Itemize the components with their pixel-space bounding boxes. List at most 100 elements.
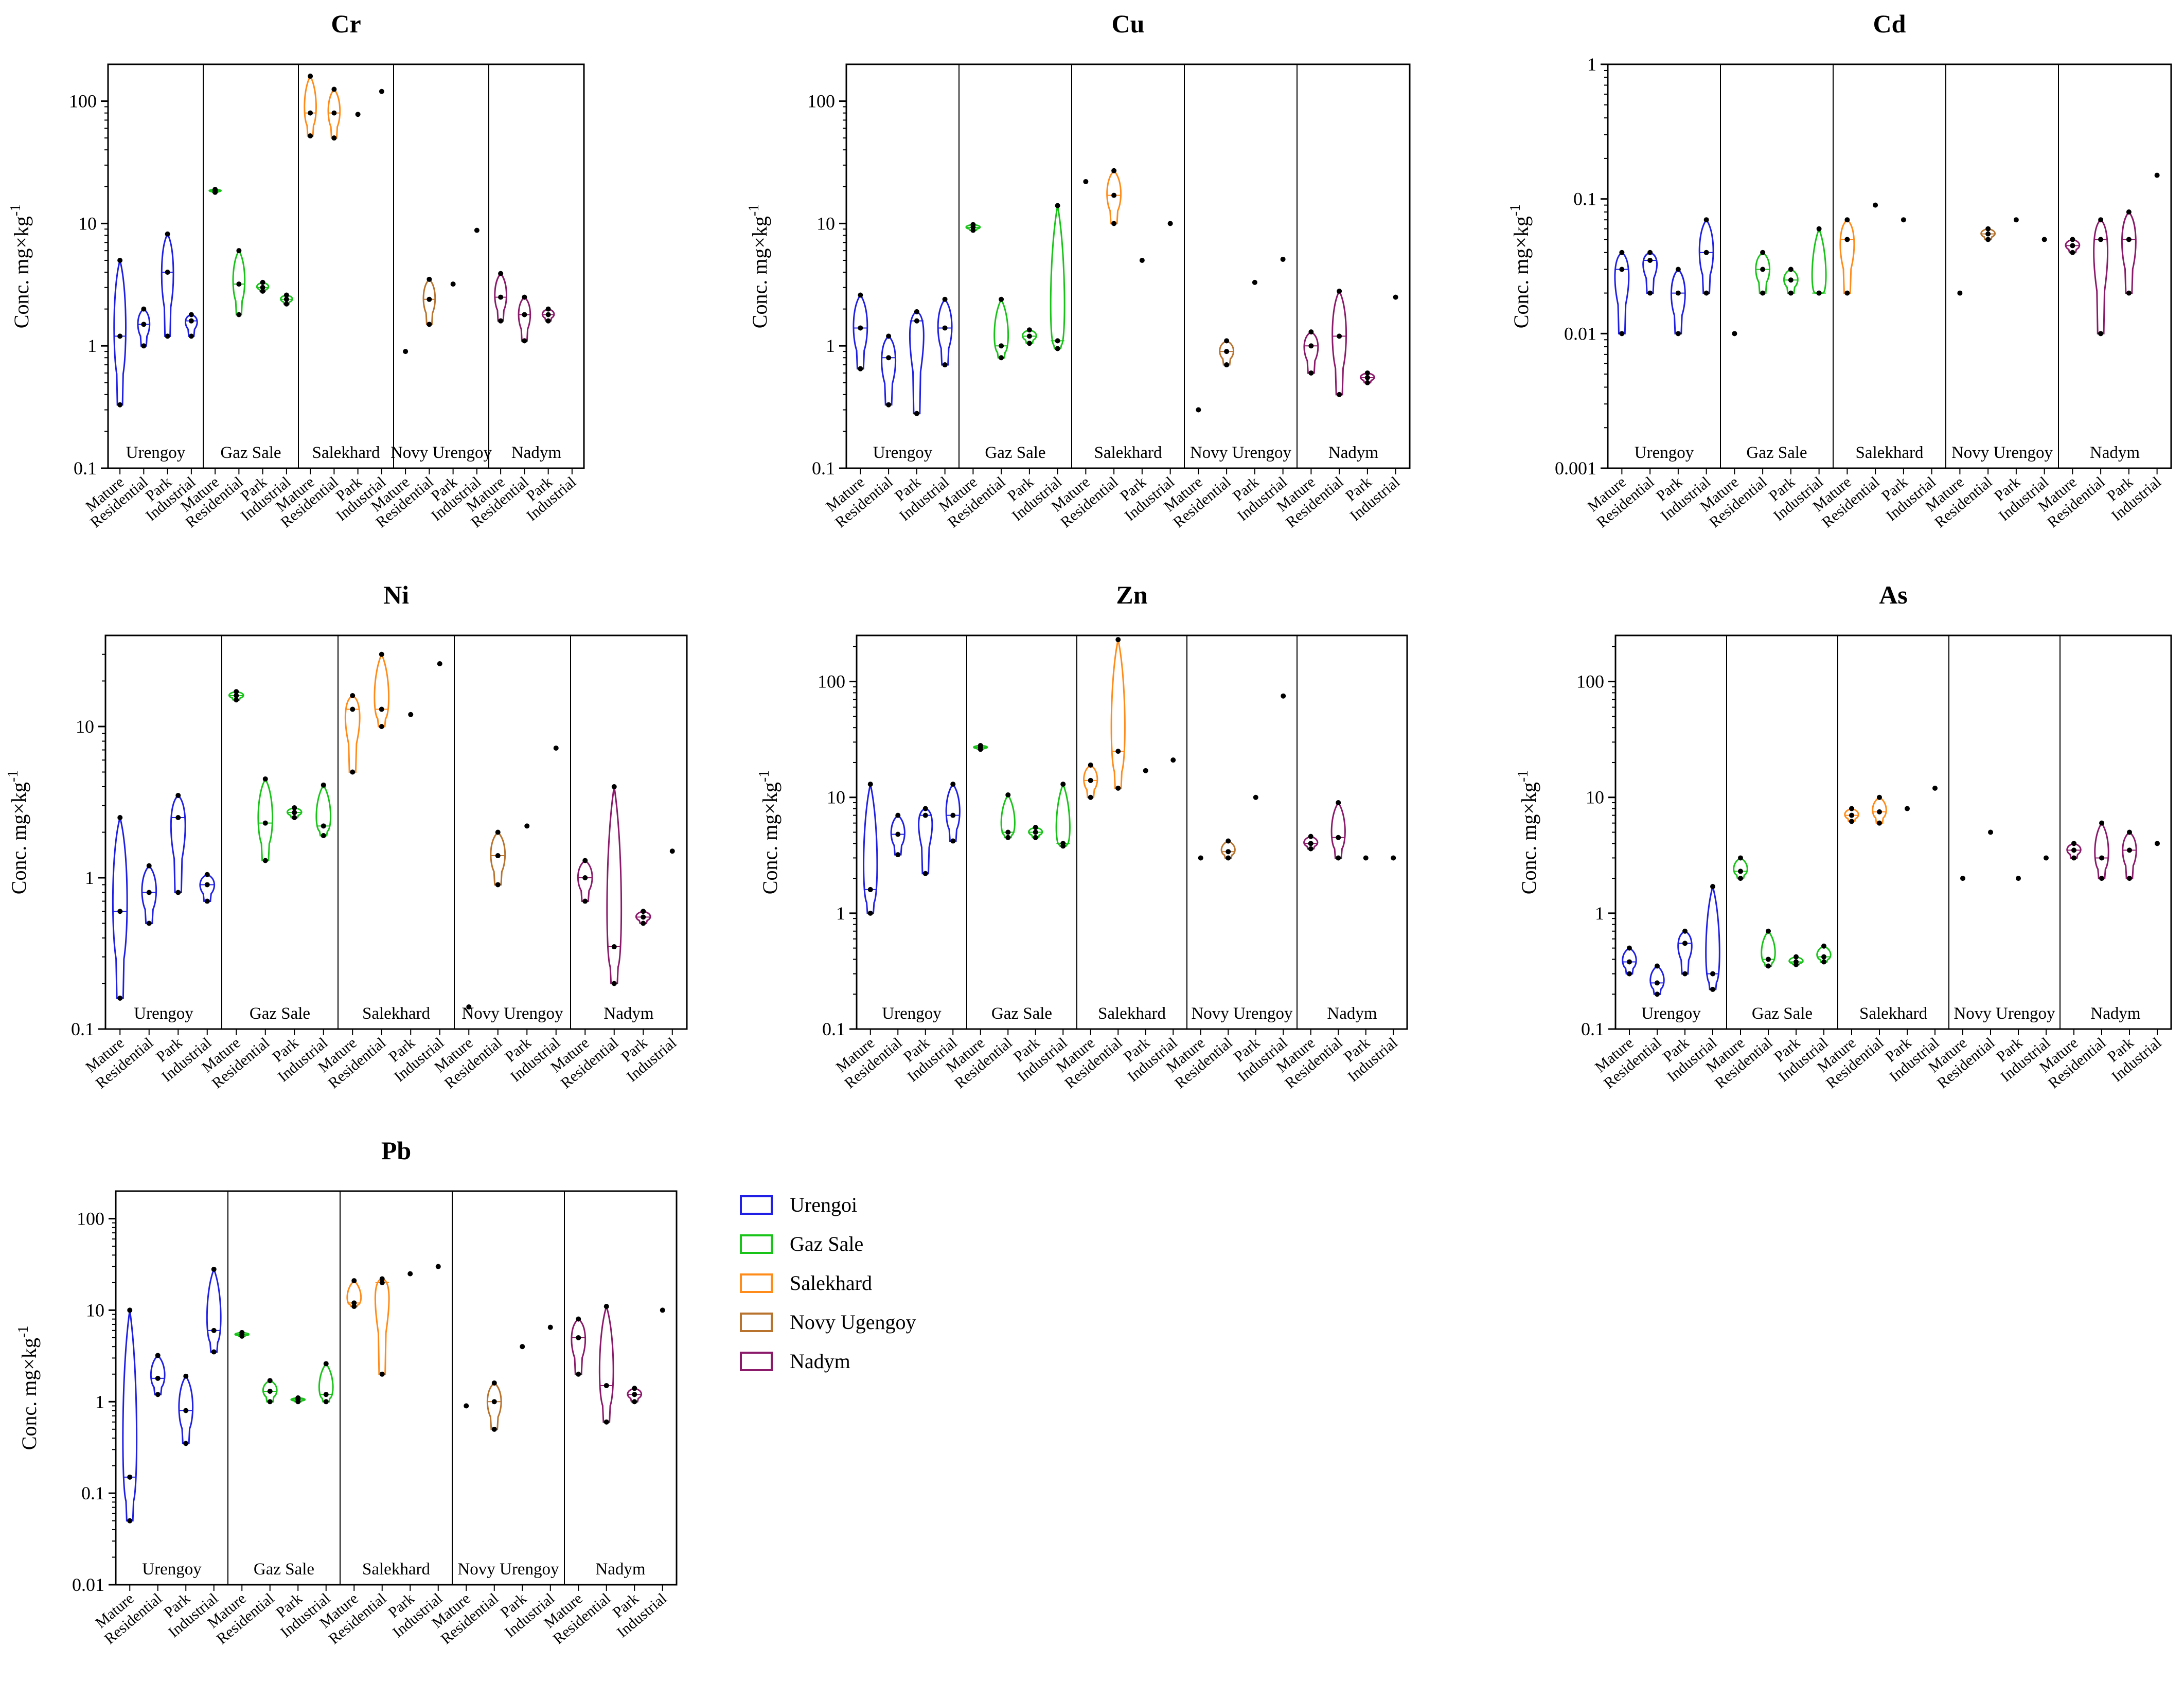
violin-shape — [1677, 930, 1693, 975]
data-point — [1281, 693, 1286, 699]
legend-swatch — [740, 1352, 773, 1371]
city-label: Gaz Sale — [1746, 444, 1807, 462]
data-point — [1794, 959, 1799, 965]
panel-title: Ni — [383, 580, 409, 609]
city-label: Gaz Sale — [1752, 1004, 1813, 1023]
data-point — [603, 1304, 609, 1309]
data-point — [545, 312, 551, 317]
data-point — [260, 285, 265, 290]
data-point — [379, 706, 384, 712]
city-label: Salekhard — [362, 1560, 430, 1579]
data-point — [1026, 341, 1032, 346]
data-point — [611, 944, 617, 950]
data-point — [1393, 294, 1398, 300]
data-point — [2126, 237, 2132, 242]
data-point — [183, 1373, 189, 1379]
data-point — [1627, 959, 1632, 965]
data-point — [1252, 279, 1257, 285]
data-point — [474, 227, 480, 233]
y-axis-label-main: Conc. mg×kg — [17, 1338, 41, 1450]
violin-shape — [161, 232, 174, 337]
y-tick-label: 100 — [69, 91, 97, 112]
data-point — [1619, 267, 1625, 272]
data-point — [379, 1276, 385, 1282]
data-point — [603, 1383, 609, 1388]
data-point — [1055, 203, 1060, 208]
data-point — [632, 1386, 637, 1391]
data-point — [1308, 846, 1313, 852]
y-axis-label-main: Conc. mg×kg — [7, 782, 30, 894]
city-label: Urengoy — [126, 444, 186, 462]
data-point — [262, 776, 268, 782]
data-point — [323, 1392, 329, 1397]
city-label: Nadym — [1328, 444, 1378, 462]
data-point — [321, 823, 326, 829]
data-point — [1139, 257, 1145, 263]
data-point — [188, 318, 194, 324]
data-point — [2070, 250, 2075, 255]
city-label: Nadym — [2090, 444, 2140, 462]
data-point — [1849, 806, 1854, 811]
y-tick-label: 0.1 — [1573, 189, 1596, 209]
city-label: Gaz Sale — [991, 1004, 1052, 1023]
data-point — [491, 1380, 497, 1386]
data-point — [1760, 290, 1766, 296]
city-label: Novy Urengoy — [390, 444, 492, 462]
violin-shape — [2121, 210, 2137, 294]
data-point — [1985, 226, 1991, 232]
panel-title: Cr — [331, 9, 361, 38]
data-point — [1033, 835, 1038, 840]
data-point — [1111, 168, 1117, 173]
violin-shape — [853, 293, 868, 370]
data-point — [576, 1335, 581, 1340]
data-point — [331, 135, 337, 141]
violin-shape — [571, 1318, 587, 1375]
data-point — [895, 852, 901, 858]
data-point — [2099, 820, 2104, 826]
data-point — [1336, 835, 1341, 840]
city-label: Nadym — [1327, 1004, 1377, 1023]
data-point — [267, 1399, 273, 1405]
violin-shape — [577, 859, 593, 902]
data-point — [292, 815, 297, 821]
city-label: Salekhard — [1856, 444, 1924, 462]
data-point — [379, 651, 384, 657]
data-point — [867, 910, 873, 916]
data-point — [2155, 841, 2160, 846]
data-point — [407, 1271, 413, 1277]
data-point — [914, 309, 919, 314]
data-point — [1738, 869, 1743, 874]
y-axis-label: Conc. mg×kg-1 — [756, 770, 782, 894]
city-label: Gaz Sale — [254, 1560, 314, 1579]
data-point — [117, 995, 123, 1001]
data-point — [350, 706, 356, 712]
data-point — [1877, 809, 1882, 814]
data-point — [553, 745, 559, 751]
violin-shape — [150, 1354, 166, 1395]
data-point — [308, 133, 313, 139]
data-point — [1226, 849, 1231, 855]
data-point — [1224, 338, 1230, 344]
data-point — [175, 890, 181, 895]
data-point — [117, 333, 123, 339]
violin-shape — [1303, 331, 1319, 374]
data-point — [175, 793, 181, 799]
data-point — [466, 1004, 472, 1010]
data-point — [999, 343, 1004, 349]
data-point — [1985, 231, 1991, 237]
y-tick-label: 1 — [85, 867, 94, 888]
violin-shape — [304, 74, 317, 137]
violin-shape — [1755, 251, 1771, 294]
data-point — [1877, 794, 1882, 800]
violin-shape — [993, 297, 1009, 359]
data-point — [464, 1403, 469, 1409]
data-point — [262, 858, 268, 863]
data-point — [1760, 267, 1766, 272]
data-point — [141, 306, 147, 312]
plot-frame — [107, 63, 585, 469]
data-point — [183, 1441, 189, 1446]
data-point — [1083, 179, 1089, 184]
data-point — [2071, 855, 2076, 861]
data-point — [117, 257, 123, 263]
